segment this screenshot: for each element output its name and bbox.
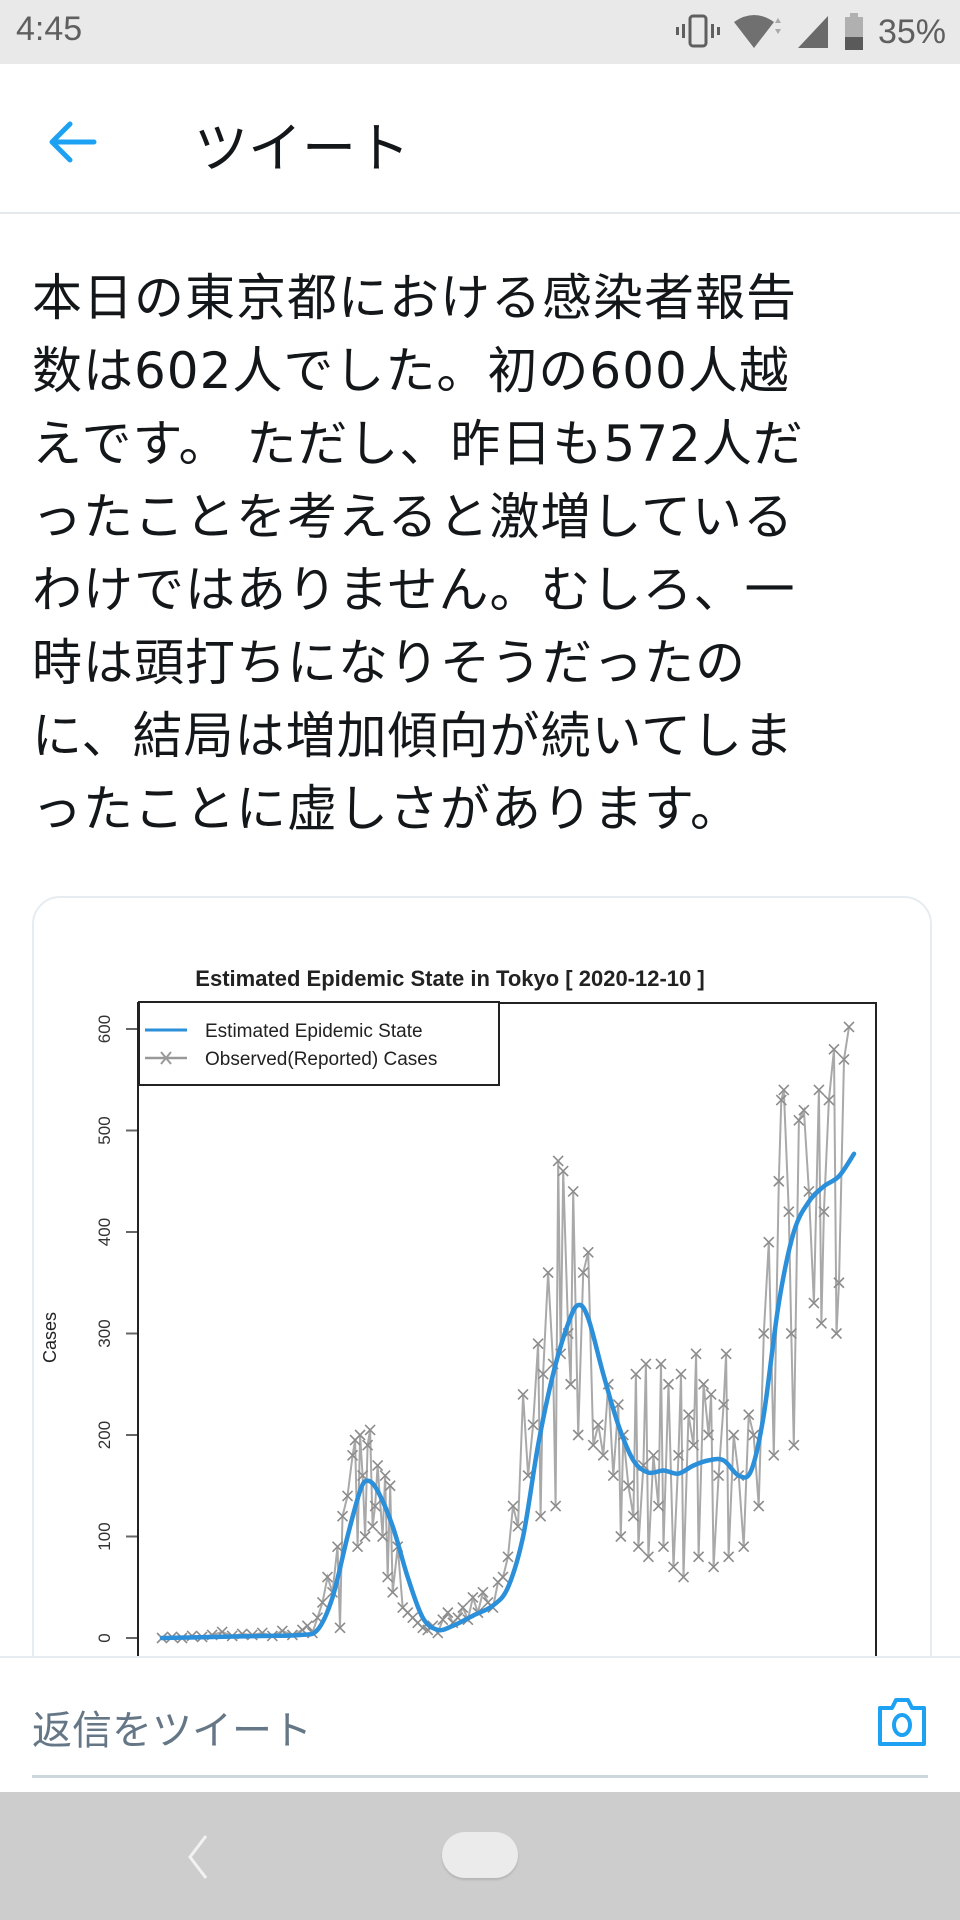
status-icons: 35% — [675, 8, 946, 56]
chart-title: Estimated Epidemic State in Tokyo [ 2020… — [195, 966, 704, 991]
tweet-text: 本日の東京都における感染者報告 数は602人でした。初の600人越 えです。 た… — [32, 269, 804, 838]
nav-home-pill[interactable] — [442, 1832, 518, 1878]
chart-legend — [138, 1001, 500, 1086]
observed-cases-line — [161, 1026, 850, 1640]
cell-signal-icon — [797, 16, 828, 48]
page-title: ツイート — [194, 117, 410, 180]
reply-input-underline — [32, 1775, 928, 1778]
y-tick-label: 600 — [95, 1015, 114, 1043]
reply-bar: 返信をツイート — [0, 1656, 960, 1794]
top-app-bar: ツイート — [0, 64, 960, 214]
y-tick-label: 500 — [95, 1116, 114, 1144]
y-tick-label: 400 — [95, 1218, 114, 1246]
legend-observed: Observed(Reported) Cases — [205, 1049, 437, 1070]
system-nav-bar — [0, 1792, 960, 1920]
y-tick-label: 0 — [95, 1633, 114, 1642]
arrow-left-icon — [49, 121, 97, 163]
nav-back-button[interactable] — [180, 1832, 220, 1882]
wifi-icon — [733, 15, 781, 48]
nav-back-icon — [188, 1835, 208, 1879]
reply-input[interactable]: 返信をツイート — [32, 1708, 312, 1754]
estimated-state-line — [159, 1151, 857, 1641]
y-tick-label: 100 — [95, 1522, 114, 1550]
back-button[interactable] — [44, 114, 100, 170]
y-tick-label: 300 — [95, 1319, 114, 1347]
battery-percent: 35% — [877, 12, 946, 51]
legend-estimated: Estimated Epidemic State — [205, 1021, 423, 1042]
status-bar: 4:45 35% — [0, 0, 960, 64]
y-axis-label: Cases — [40, 1312, 60, 1363]
battery-icon — [844, 13, 863, 50]
status-time: 4:45 — [16, 10, 83, 48]
epidemic-chart: Estimated Epidemic State in Tokyo [ 2020… — [40, 966, 877, 1683]
camera-icon — [878, 1698, 926, 1746]
vibrate-icon — [675, 14, 720, 48]
camera-button[interactable] — [874, 1694, 930, 1750]
y-tick-label: 200 — [95, 1421, 114, 1449]
tweet-image-card[interactable]: Estimated Epidemic State in Tokyo [ 2020… — [32, 896, 932, 1800]
